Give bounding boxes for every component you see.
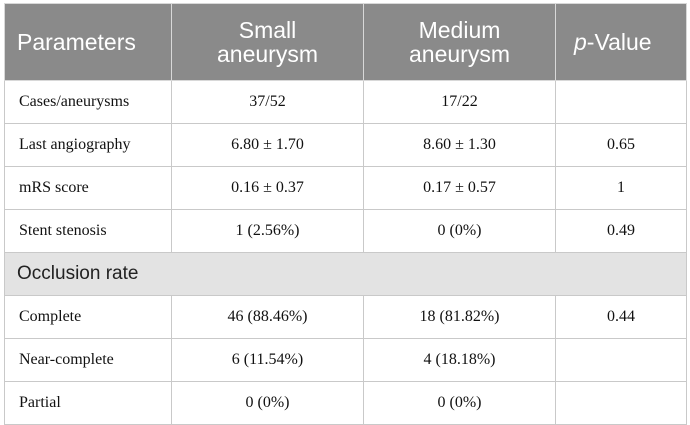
cell-p-value [555,381,687,425]
cell-small: 6 (11.54%) [171,338,364,382]
cell-medium: 0 (0%) [363,381,556,425]
cell-p-value: 0.65 [555,123,687,167]
cell-p-value: 0.49 [555,209,687,253]
row-label: Near-complete [4,338,172,382]
header-small-line2: aneurysm [217,41,318,67]
cell-p-value: 1 [555,166,687,210]
row-label: Cases/aneurysms [4,80,172,124]
cell-p-value [555,80,687,124]
table-row: Complete 46 (88.46%) 18 (81.82%) 0.44 [4,295,687,339]
table-row: Near-complete 6 (11.54%) 4 (18.18%) [4,338,687,382]
row-label: Partial [4,381,172,425]
header-small-line1: Small [238,17,297,43]
cell-small: 0.16 ± 0.37 [171,166,364,210]
header-row: Parameters Small aneurysm Medium aneurysm … [4,3,687,81]
cell-small: 1 (2.56%) [171,209,364,253]
table-row: Cases/aneurysms 37/52 17/22 [4,80,687,124]
table-row: Stent stenosis 1 (2.56%) 0 (0%) 0.49 [4,209,687,253]
table-row: Last angiography 6.80 ± 1.70 8.60 ± 1.30… [4,123,687,167]
header-medium-aneurysm: Medium aneurysm [363,3,556,81]
cell-small: 37/52 [171,80,364,124]
header-medium-line1: Medium [418,17,501,43]
header-medium-line2: aneurysm [409,41,510,67]
cell-p-value: 0.44 [555,295,687,339]
header-p-rest: -Value [586,29,652,55]
header-p-italic: p [574,29,587,55]
header-small-aneurysm: Small aneurysm [171,3,364,81]
cell-medium: 17/22 [363,80,556,124]
cell-medium: 8.60 ± 1.30 [363,123,556,167]
cell-medium: 18 (81.82%) [363,295,556,339]
cell-medium: 0.17 ± 0.57 [363,166,556,210]
cell-small: 0 (0%) [171,381,364,425]
section-title: Occlusion rate [4,252,687,296]
cell-small: 6.80 ± 1.70 [171,123,364,167]
cell-medium: 0 (0%) [363,209,556,253]
section-header-row: Occlusion rate [4,252,687,296]
row-label: Stent stenosis [4,209,172,253]
cell-p-value [555,338,687,382]
header-parameters: Parameters [4,3,172,81]
header-p-value: p-Value [555,3,687,81]
cell-medium: 4 (18.18%) [363,338,556,382]
table-row: Partial 0 (0%) 0 (0%) [4,381,687,425]
results-table: Parameters Small aneurysm Medium aneurysm … [4,3,687,425]
row-label: mRS score [4,166,172,210]
row-label: Last angiography [4,123,172,167]
cell-small: 46 (88.46%) [171,295,364,339]
table-row: mRS score 0.16 ± 0.37 0.17 ± 0.57 1 [4,166,687,210]
row-label: Complete [4,295,172,339]
